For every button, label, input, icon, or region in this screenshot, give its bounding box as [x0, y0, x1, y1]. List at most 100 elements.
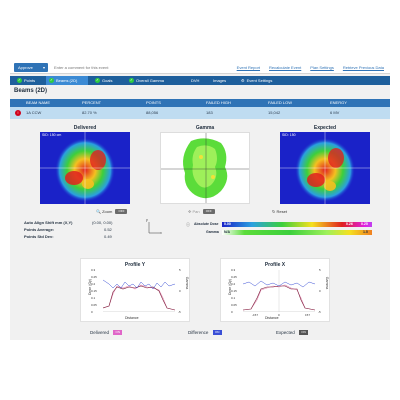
- gamma-image: [161, 133, 249, 203]
- points-std-value: 0.49: [104, 234, 112, 239]
- profile-x-title: Profile X: [264, 262, 286, 268]
- tab-dvh[interactable]: DVH: [188, 76, 208, 85]
- check-icon: ✓: [129, 78, 134, 84]
- col-points[interactable]: POINTS: [146, 100, 161, 105]
- legend-expected-toggle[interactable]: ON: [299, 330, 309, 336]
- points-average-label: Points Average:: [24, 227, 55, 232]
- profile-y-ylabel: Dose (Gy): [87, 279, 92, 295]
- y-tick: 0.1: [91, 296, 96, 300]
- tab-label: Goals: [102, 78, 113, 83]
- legend-difference-label: Difference: [188, 330, 209, 335]
- zoom-icon: 🔍: [96, 209, 101, 214]
- col-percent[interactable]: PERCENT: [82, 100, 102, 105]
- profile-y-xlabel: Distance: [125, 316, 139, 320]
- info-icon[interactable]: ⓘ: [186, 222, 190, 227]
- event-report-link[interactable]: Event Report: [236, 65, 261, 70]
- gamma-colorbar: [222, 230, 372, 235]
- table-row[interactable]: ! 1A CCW 82.70 % 88,056 183 15,042 6 MV: [10, 107, 390, 119]
- col-failed-high[interactable]: FAILED HIGH: [206, 100, 231, 105]
- pan-control[interactable]: ✥ Pan OFF: [188, 209, 215, 215]
- col-energy[interactable]: ENERGY: [330, 100, 347, 105]
- zoom-label: Zoom: [102, 209, 113, 214]
- plan-settings-link[interactable]: Plan Settings: [310, 65, 334, 70]
- legend-difference-toggle[interactable]: ON: [212, 330, 222, 336]
- cell-points: 88,056: [146, 110, 159, 115]
- approve-label: Approve: [18, 65, 33, 70]
- profile-y-chart[interactable]: Profile Y 0.3 0.25 0.2 0.15 0.1 0.05 0 D…: [80, 258, 190, 322]
- cell-beam-name: 1A CCW: [26, 110, 42, 115]
- y-tick: 0.15: [231, 289, 237, 293]
- col-failed-low[interactable]: FAILED LOW: [268, 100, 293, 105]
- profile-x-y2label: Gamma: [325, 276, 330, 290]
- auto-align-value: (0.00, 0.00): [92, 220, 113, 225]
- gamma-max-label: 1.5: [363, 230, 368, 234]
- y2-tick: 0: [179, 289, 181, 293]
- gamma-cb-label: Gamma: [206, 230, 219, 234]
- points-std-label: Points Std Dev:: [24, 234, 54, 239]
- zoom-control[interactable]: 🔍 Zoom OFF: [96, 209, 128, 215]
- legend-delivered[interactable]: Delivered ON: [90, 330, 123, 336]
- approve-button[interactable]: Approve ▾: [14, 63, 48, 72]
- profile-x-xlabel: Distance: [265, 316, 279, 320]
- pan-icon: ✥: [188, 209, 192, 214]
- axis-y-label: y: [146, 218, 148, 222]
- y-tick: 0.2: [231, 282, 236, 286]
- zoom-toggle[interactable]: OFF: [115, 209, 128, 215]
- tab-event-settings[interactable]: ⚙ Event Settings: [238, 76, 290, 85]
- dose-min-label: 0.00: [224, 222, 231, 226]
- tab-overall-gamma[interactable]: ✓ Overall Gamma: [126, 76, 182, 85]
- x-tick: -157: [252, 313, 259, 317]
- y2-tick: 5: [319, 268, 321, 272]
- x-tick: 0: [278, 313, 280, 317]
- check-icon: ✓: [49, 78, 54, 84]
- gamma-title: Gamma: [195, 125, 215, 131]
- y-tick: 0.2: [91, 282, 96, 286]
- delivered-sid-label: SID: 150 cm: [42, 133, 62, 137]
- recalculate-event-link[interactable]: Recalculate Event: [269, 65, 302, 70]
- tab-goals[interactable]: ✓ Goals: [92, 76, 122, 85]
- dose-max-label: 0.25: [361, 222, 368, 226]
- dose-mid-label: 0.26: [346, 222, 353, 226]
- legend-difference[interactable]: Difference ON: [188, 330, 222, 336]
- y2-tick: -5: [318, 310, 321, 314]
- col-beam-name[interactable]: BEAM NAME: [26, 100, 51, 105]
- tab-label: Images: [213, 78, 227, 83]
- auto-align-label: Auto Align Shift mm (X,Y): [24, 220, 73, 225]
- top-bar: Approve ▾ Event Report Recalculate Event…: [10, 60, 390, 74]
- tab-label: Beams (2D): [56, 78, 78, 83]
- check-icon: ✓: [17, 78, 22, 84]
- tab-beams-2d[interactable]: ✓ Beams (2D): [46, 76, 88, 85]
- expected-dose-image: [280, 132, 370, 204]
- delivered-title: Delivered: [73, 125, 97, 131]
- tab-bar: ✓ Points ✓ Beams (2D) ✓ Goals ✓ Overall Gamm…: [10, 76, 390, 85]
- absolute-dose-label: Absolute Dose: [194, 222, 219, 226]
- legend-expected[interactable]: Expected ON: [276, 330, 309, 336]
- tab-label: Points: [24, 78, 36, 83]
- y2-tick: 0: [319, 289, 321, 293]
- profile-x-plot: [243, 270, 315, 312]
- tab-images[interactable]: Images: [210, 76, 238, 85]
- cell-failed-high: 183: [206, 110, 213, 115]
- expected-dose-map[interactable]: SID: 150: [280, 132, 370, 204]
- axis-x-label: x: [160, 231, 162, 235]
- cell-percent: 82.70 %: [82, 110, 97, 115]
- y2-tick: 5: [179, 268, 181, 272]
- profile-x-chart[interactable]: Profile X 0.3 0.25 0.2 0.15 0.1 0.05 0 D…: [220, 258, 330, 322]
- gamma-min-label: N/A: [224, 230, 231, 234]
- comment-input[interactable]: [54, 64, 194, 71]
- tab-label: DVH: [191, 78, 200, 83]
- reset-label: Reset: [276, 209, 287, 214]
- y2-tick: -5: [178, 310, 181, 314]
- reset-button[interactable]: ↻ Reset: [272, 209, 287, 214]
- legend-delivered-toggle[interactable]: ON: [113, 330, 123, 336]
- pan-label: Pan: [192, 209, 200, 214]
- gamma-map[interactable]: [160, 132, 250, 204]
- tab-points[interactable]: ✓ Points: [14, 76, 44, 85]
- pan-toggle[interactable]: OFF: [202, 209, 215, 215]
- tab-label: Overall Gamma: [136, 78, 165, 83]
- profile-y-plot: [103, 279, 175, 312]
- retrieve-previous-data-link[interactable]: Retrieve Previous Data: [342, 65, 384, 70]
- delivered-dose-map[interactable]: SID: 150 cm: [40, 132, 130, 204]
- y-tick: 0.15: [91, 289, 97, 293]
- expected-sid-label: SID: 150: [282, 133, 296, 137]
